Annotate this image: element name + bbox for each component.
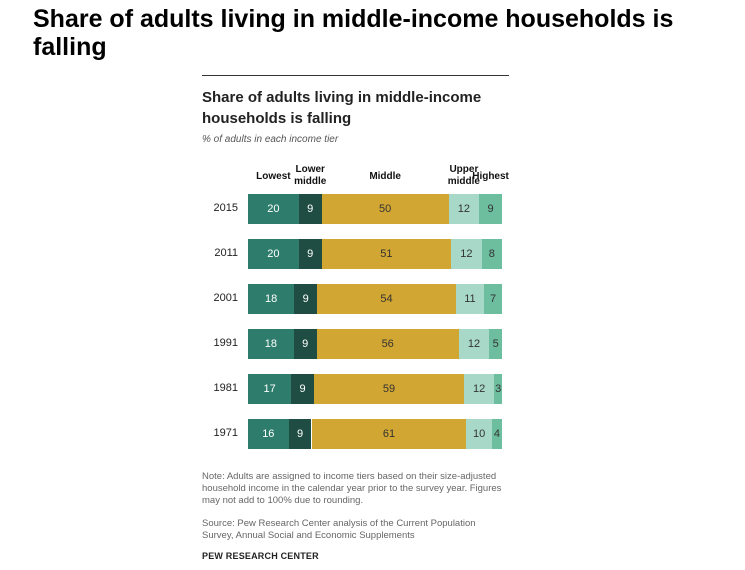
chart-subtitle: % of adults in each income tier (202, 134, 339, 145)
series-header-line: Lowest (256, 171, 291, 182)
bar-segment: 12 (451, 239, 482, 269)
series-header-0: Lowest (245, 171, 301, 183)
bar-segment: 9 (288, 419, 312, 449)
bar-segment: 12 (448, 194, 480, 224)
bar-segment: 54 (317, 284, 456, 314)
bar-segment: 7 (484, 284, 502, 314)
year-label: 2001 (213, 292, 238, 304)
bar-segment: 50 (321, 194, 449, 224)
bar-segment: 18 (248, 284, 295, 314)
bar-segment: 20 (248, 239, 299, 269)
brand-label: PEW RESEARCH CENTER (202, 551, 319, 561)
bar-segment: 61 (311, 419, 467, 449)
bar-segment: 12 (463, 374, 495, 404)
bar-segment: 16 (248, 419, 289, 449)
bar-segment: 17 (248, 374, 292, 404)
series-header-line: Middle (369, 171, 401, 182)
chart-source: Source: Pew Research Center analysis of … (202, 518, 476, 541)
series-header-4: Highest (463, 171, 519, 183)
year-label: 1991 (213, 337, 238, 349)
title-rule (202, 75, 509, 76)
bar-segment: 9 (479, 194, 502, 224)
bar-segment: 56 (316, 329, 459, 359)
bar-segment: 9 (298, 194, 322, 224)
series-header-line: middle (294, 176, 327, 187)
bar-segment: 59 (314, 374, 464, 404)
bar-segment: 51 (321, 239, 452, 269)
bar-segment: 9 (294, 284, 318, 314)
chart-note: Note: Adults are assigned to income tier… (202, 471, 502, 506)
bar-segment: 20 (248, 194, 299, 224)
bar-segment: 11 (455, 284, 485, 314)
bar-segment: 4 (491, 419, 502, 449)
bar-segment: 12 (458, 329, 490, 359)
page-title: Share of adults living in middle-income … (33, 5, 674, 61)
series-header-3: Upper middle (436, 164, 492, 188)
bar-segment: 9 (293, 329, 317, 359)
series-header-line: Highest (472, 171, 509, 182)
series-header-line: Lower (295, 164, 325, 175)
bar-segment: 5 (489, 329, 502, 359)
bar-segment: 3 (494, 374, 502, 404)
series-header-line: Upper (449, 164, 479, 175)
bar-segment: 9 (291, 374, 315, 404)
year-label: 1981 (213, 382, 238, 394)
bar-segment: 9 (298, 239, 322, 269)
year-label: 1971 (213, 427, 238, 439)
year-label: 2011 (214, 247, 238, 259)
series-header-1: Lower middle (282, 164, 338, 188)
bar-segment: 10 (466, 419, 492, 449)
bar-segment: 8 (481, 239, 502, 269)
series-header-2: Middle (357, 171, 413, 183)
year-label: 2015 (213, 202, 238, 214)
series-header-line: middle (447, 176, 480, 187)
bar-segment: 18 (248, 329, 294, 359)
chart-title: Share of adults living in middle-income … (202, 89, 482, 127)
